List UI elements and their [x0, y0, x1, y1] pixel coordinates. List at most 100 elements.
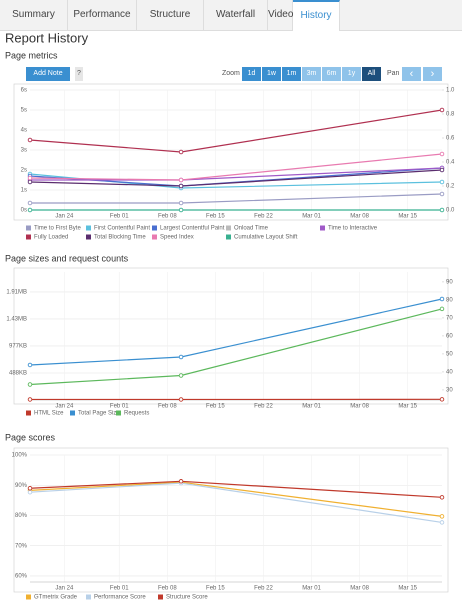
tab[interactable]: Performance [68, 0, 137, 30]
data-point [439, 207, 445, 213]
legend-label: First Contentful Paint [94, 226, 150, 232]
zoom-button[interactable]: All [362, 67, 381, 81]
legend-swatch [116, 410, 121, 416]
legend-label: GTmetrix Grade [34, 595, 78, 601]
legend-label: Performance Score [94, 595, 146, 601]
y-tick-label: 4s [21, 128, 27, 134]
x-tick-label: Mar 08 [350, 214, 369, 220]
legend-swatch [26, 234, 31, 240]
tab[interactable]: History [293, 0, 340, 31]
x-tick-label: Jan 24 [55, 214, 74, 220]
data-point [439, 191, 445, 197]
x-tick-label: Feb 01 [110, 214, 129, 220]
data-point [178, 149, 184, 155]
legend-label: Cumulative Layout Shift [234, 235, 298, 241]
zoom-button[interactable]: 3m [302, 67, 321, 81]
y2-tick-label: 30 [446, 387, 453, 393]
x-tick-label: Jan 24 [55, 404, 74, 410]
pan-left-button[interactable]: ‹ [402, 67, 421, 81]
y-tick-label: 60% [15, 574, 28, 580]
chart-frame [13, 267, 449, 405]
data-point [178, 373, 184, 378]
y-tick-label: 0s [21, 208, 27, 214]
y2-tick-label: 1.0 [446, 88, 455, 94]
x-tick-label: Mar 01 [302, 586, 321, 592]
legend-swatch [26, 410, 31, 416]
legend-swatch [152, 225, 157, 231]
chart-frame [13, 83, 449, 221]
zoom-button[interactable]: 1d [242, 67, 261, 81]
legend-label: Total Page Size [78, 411, 120, 417]
data-point [178, 479, 184, 484]
pan-right-button[interactable]: › [423, 67, 442, 81]
y2-tick-label: 60 [446, 333, 453, 339]
zoom-button[interactable]: 1w [262, 67, 281, 81]
data-point [178, 354, 184, 360]
y2-tick-label: 70 [446, 315, 453, 321]
data-point [439, 514, 445, 519]
y2-tick-label: 80 [446, 297, 453, 303]
data-point [439, 179, 445, 185]
y2-tick-label: 90 [446, 279, 453, 285]
data-point [27, 200, 33, 206]
x-tick-label: Mar 08 [350, 586, 369, 592]
y-tick-label: 80% [15, 513, 28, 519]
legend-swatch [26, 225, 31, 231]
legend-label: Speed Index [160, 235, 194, 241]
chart-frame [13, 447, 449, 593]
y-tick-label: 1.43MB [6, 317, 27, 323]
legend-label: Total Blocking Time [94, 235, 146, 241]
tab[interactable]: Structure [137, 0, 204, 30]
x-tick-label: Mar 01 [302, 404, 321, 410]
y-tick-label: 488KB [9, 371, 27, 377]
x-tick-label: Feb 15 [206, 214, 225, 220]
data-point [439, 397, 445, 402]
legend-label: Largest Contentful Paint [160, 226, 225, 232]
legend-label: Structure Score [166, 595, 208, 601]
zoom-button[interactable]: 6m [322, 67, 341, 81]
legend-swatch [70, 410, 75, 416]
legend-swatch [86, 234, 91, 240]
add-note-button[interactable]: Add Note [26, 67, 70, 81]
data-point [439, 306, 445, 312]
legend-swatch [26, 594, 31, 600]
x-tick-label: Jan 24 [55, 586, 74, 592]
legend-swatch [158, 594, 163, 600]
x-tick-label: Feb 08 [158, 586, 177, 592]
y-tick-label: 6s [21, 88, 27, 94]
data-point [27, 397, 33, 402]
x-tick-label: Feb 22 [254, 214, 273, 220]
legend-swatch [152, 234, 157, 240]
y-tick-label: 3s [21, 148, 27, 154]
x-tick-label: Feb 08 [158, 404, 177, 410]
x-tick-label: Feb 15 [206, 586, 225, 592]
data-point [178, 200, 184, 206]
help-button[interactable]: ? [75, 67, 83, 81]
tab[interactable]: Summary [0, 0, 68, 30]
x-tick-label: Feb 08 [158, 214, 177, 220]
x-tick-label: Mar 15 [398, 586, 417, 592]
data-point [439, 495, 445, 500]
x-tick-label: Feb 01 [110, 404, 129, 410]
zoom-button[interactable]: 1m [282, 67, 301, 81]
data-point [178, 397, 184, 402]
y2-tick-label: 40 [446, 369, 453, 375]
zoom-button[interactable]: 1y [342, 67, 361, 81]
y-tick-label: 5s [21, 108, 27, 114]
y-tick-label: 90% [15, 483, 28, 489]
data-point [27, 486, 33, 491]
y2-tick-label: 0.6 [446, 136, 455, 142]
y2-tick-label: 0.0 [446, 208, 455, 214]
section-title: Page scores [5, 432, 56, 442]
y-tick-label: 70% [15, 543, 28, 549]
tab[interactable]: Waterfall [204, 0, 268, 30]
tab[interactable]: Video [268, 0, 293, 30]
zoom-label: Zoom [222, 70, 240, 77]
legend-swatch [86, 225, 91, 231]
data-point [178, 183, 184, 189]
y2-tick-label: 0.4 [446, 160, 455, 166]
data-point [27, 179, 33, 185]
legend-swatch [86, 594, 91, 600]
